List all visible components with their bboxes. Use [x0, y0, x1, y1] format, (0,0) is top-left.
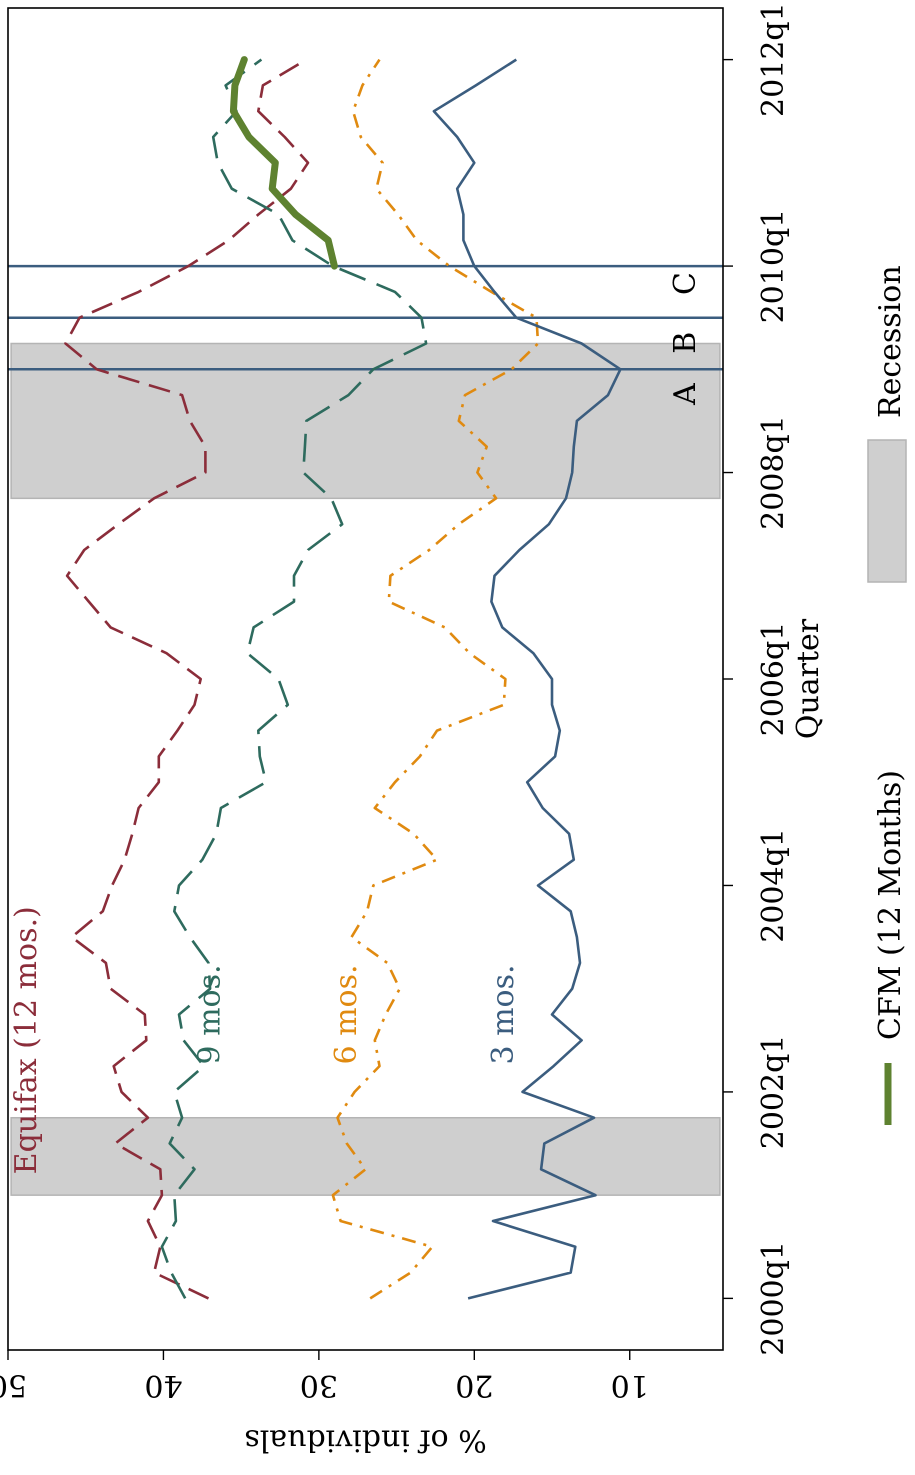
- x-tick-label: 2000q1: [756, 1241, 791, 1356]
- labels: Equifax (12 mos.) 9 mos. 6 mos. 3 mos.: [9, 906, 521, 1174]
- marker-label-A: A: [668, 383, 703, 406]
- series-label-equifax-12-mos: Equifax (12 mos.): [9, 906, 44, 1174]
- axes: 2000q1 2002q1 2004q1 2006q1 2008q1 2010q1 2012…: [0, 2, 826, 1457]
- series-line-3-mos: [432, 58, 622, 1300]
- x-tick-label: 2004q1: [756, 828, 791, 943]
- x-tick-label: 2006q1: [756, 622, 791, 737]
- series-label-9-mos: 9 mos.: [192, 964, 227, 1064]
- recession-band-2: [10, 342, 721, 500]
- y-tick-label: 20: [455, 1368, 493, 1403]
- y-tick-label: 40: [144, 1368, 182, 1403]
- x-tick-label: 2002q1: [756, 1035, 791, 1150]
- legend-label-cfm: CFM (12 Months): [873, 770, 908, 1040]
- y-tick-label: 50: [0, 1368, 27, 1403]
- legend: CFM (12 Months) Recession: [867, 265, 908, 1125]
- x-tick-label: 2010q1: [756, 209, 791, 324]
- series-label-6-mos: 6 mos.: [329, 964, 364, 1064]
- marker-label-C: C: [668, 272, 703, 295]
- series-line-cfm-12-months: [229, 56, 338, 270]
- vertical-markers: A B C: [8, 264, 723, 406]
- series-label-3-mos: 3 mos.: [486, 964, 521, 1064]
- x-tick-label: 2008q1: [756, 415, 791, 530]
- series-line-equifax-12-mos: [64, 58, 310, 1300]
- recession-band-1: [10, 1116, 721, 1196]
- legend-label-recession: Recession: [873, 265, 908, 418]
- recession-bands: [10, 342, 721, 1196]
- marker-label-B: B: [668, 332, 703, 354]
- y-axis-title: % of individuals: [244, 1423, 486, 1458]
- y-tick-label: 10: [611, 1368, 649, 1403]
- x-tick-label: 2012q1: [756, 2, 791, 117]
- series-lines: [64, 56, 622, 1300]
- legend-swatch-recession: [867, 439, 907, 583]
- x-axis-title: Quarter: [791, 618, 826, 739]
- series-line-6-mos: [331, 58, 540, 1300]
- y-tick-label: 30: [300, 1368, 338, 1403]
